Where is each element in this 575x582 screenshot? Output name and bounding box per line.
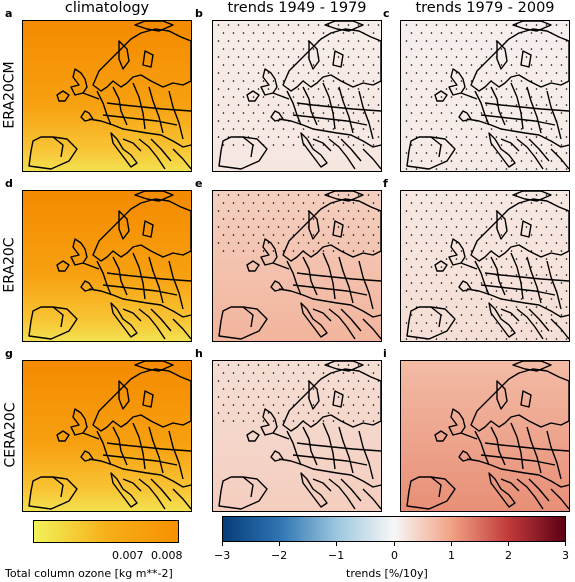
significance-stippling <box>217 364 380 422</box>
colorbar-trends-tickmark <box>565 542 566 546</box>
map-panel-f <box>400 190 570 342</box>
field-fill <box>401 191 569 341</box>
field-fill <box>401 21 569 171</box>
panel-letter-h: h <box>195 347 203 360</box>
europe-map <box>23 21 191 171</box>
coastlines-and-borders <box>406 21 569 170</box>
colorbar-trends-tickmark <box>336 542 337 546</box>
europe-map <box>23 361 191 511</box>
panel-letter-d: d <box>5 177 13 190</box>
colorbar-trends-tick: 3 <box>562 549 569 562</box>
map-panel-a <box>22 20 192 172</box>
field-fill <box>401 361 569 511</box>
map-panel-h <box>212 360 382 512</box>
colorbar-ozone-tick-2: 0.008 <box>151 549 183 562</box>
colorbar-trends-tickmark <box>279 542 280 546</box>
colorbar-trends-tick: −2 <box>271 549 288 562</box>
row-label-3: CERA20C <box>2 402 19 468</box>
field-fill <box>213 361 381 511</box>
colorbar-trends-label: trends [%/10y] <box>346 567 428 580</box>
europe-map <box>401 191 569 341</box>
panel-letter-g: g <box>5 347 13 360</box>
europe-map <box>213 21 381 171</box>
significance-stippling <box>405 194 568 340</box>
column-title-1: climatology <box>64 0 150 16</box>
colorbar-trends-tick: 0 <box>391 549 398 562</box>
colorbar-ozone-label: Total column ozone [kg m**-2] <box>5 567 173 580</box>
colorbar-trends-tickmark <box>222 542 223 546</box>
row-label-2: ERA20C <box>2 237 18 293</box>
coastlines-and-borders <box>406 191 569 340</box>
colorbar-trends-tickmark <box>508 542 509 546</box>
row-label-1: ERA20CM <box>2 61 19 129</box>
europe-map <box>213 191 381 341</box>
panel-letter-i: i <box>383 347 387 360</box>
europe-map <box>213 361 381 511</box>
colorbar-trends-tickmark <box>451 542 452 546</box>
panel-letter-b: b <box>195 7 203 20</box>
coastlines-and-borders <box>28 21 191 170</box>
field-fill <box>213 191 381 341</box>
colorbar-trends-tick: −3 <box>214 549 231 562</box>
coastlines-and-borders <box>218 361 381 510</box>
map-panel-i <box>400 360 570 512</box>
colorbar-trends-tick: 1 <box>448 549 455 562</box>
field-fill <box>23 21 191 171</box>
coastlines-and-borders <box>218 21 381 170</box>
coastlines-and-borders <box>28 191 191 340</box>
coastlines-and-borders <box>218 191 381 340</box>
map-panel-d <box>22 190 192 342</box>
panel-letter-a: a <box>5 7 13 20</box>
panel-letter-e: e <box>195 177 203 190</box>
colorbar-trends <box>222 516 566 542</box>
map-panel-b <box>212 20 382 172</box>
field-fill <box>23 191 191 341</box>
coastlines-and-borders <box>28 361 191 510</box>
coastlines-and-borders <box>406 361 569 510</box>
column-title-3: trends 1979 - 2009 <box>415 0 555 16</box>
europe-map <box>23 191 191 341</box>
panel-letter-f: f <box>383 177 388 190</box>
colorbar-trends-tick: −1 <box>328 549 345 562</box>
panel-letter-c: c <box>383 7 390 20</box>
europe-map <box>401 361 569 511</box>
colorbar-trends-tickmark <box>394 542 395 546</box>
field-fill <box>213 21 381 171</box>
column-title-2: trends 1949 - 1979 <box>227 0 367 16</box>
europe-map <box>401 21 569 171</box>
colorbar-trends-tick: 2 <box>505 549 512 562</box>
map-panel-e <box>212 190 382 342</box>
field-fill <box>23 361 191 511</box>
map-panel-g <box>22 360 192 512</box>
map-panel-c <box>400 20 570 172</box>
colorbar-ozone <box>33 520 179 543</box>
colorbar-ozone-tick-1: 0.007 <box>112 549 144 562</box>
